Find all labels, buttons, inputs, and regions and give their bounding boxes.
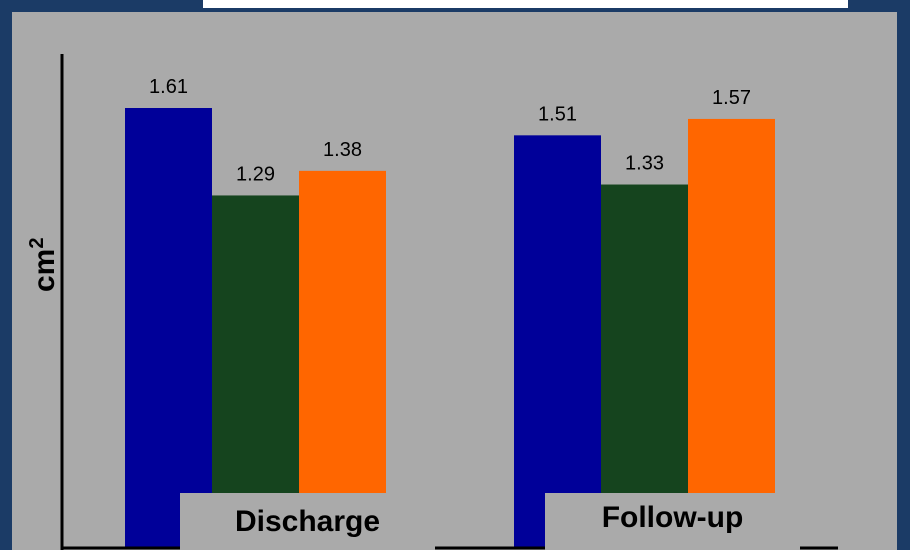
bar-discharge-series-1	[125, 108, 212, 548]
category-label-follow-up: Follow-up	[545, 493, 800, 550]
category-label-follow-up-text: Follow-up	[602, 501, 744, 534]
value-label-follow-up-series-2: 1.33	[625, 153, 664, 175]
bar-discharge-series-3	[299, 171, 386, 548]
category-label-discharge-text: Discharge	[235, 505, 380, 538]
category-label-discharge: Discharge	[180, 493, 435, 550]
value-label-follow-up-series-1: 1.51	[538, 103, 577, 125]
value-label-discharge-series-3: 1.38	[323, 139, 362, 161]
bar-follow-up-series-1	[514, 135, 601, 548]
y-axis-label: cm2	[26, 238, 62, 292]
value-labels-group: 1.61 1.29 1.38 1.51 1.33 1.57	[149, 76, 751, 185]
value-label-discharge-series-2: 1.29	[236, 163, 275, 185]
y-axis-label-base: cm	[28, 249, 61, 292]
bars-group	[125, 108, 775, 548]
bar-follow-up-series-3	[688, 119, 775, 548]
y-axis-label-superscript: 2	[26, 238, 48, 249]
value-label-discharge-series-1: 1.61	[149, 76, 188, 98]
value-label-follow-up-series-3: 1.57	[712, 87, 751, 109]
